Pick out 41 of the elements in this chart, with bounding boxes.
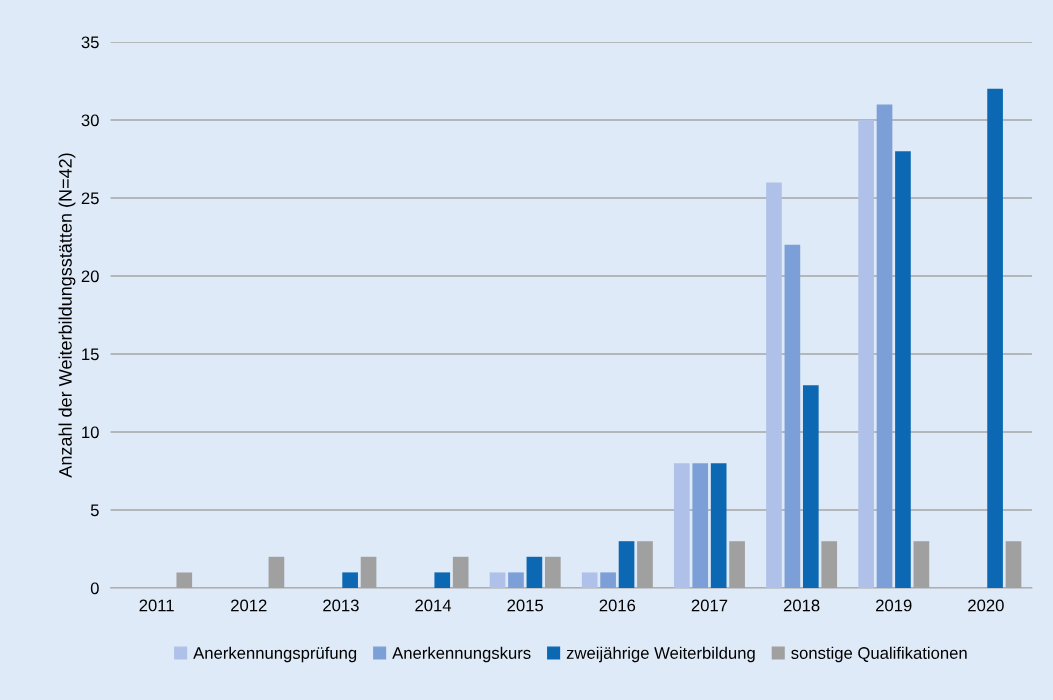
bar xyxy=(673,463,690,588)
bar xyxy=(489,572,506,588)
x-tick-label: 2011 xyxy=(139,599,174,612)
bar xyxy=(342,572,358,588)
bar xyxy=(784,244,801,588)
x-tick-label: 2017 xyxy=(691,599,728,612)
x-tick-label: 2019 xyxy=(876,599,912,612)
bar xyxy=(526,556,543,588)
bar xyxy=(692,463,709,588)
y-tick-label: 0 xyxy=(90,582,99,595)
y-tick-label: 35 xyxy=(81,36,99,49)
y-axis-title: Anzahl der Weiterbildungsstätten (N=42) xyxy=(58,153,76,478)
legend-label: Anerkennungskurs xyxy=(392,646,531,663)
x-tick-label: 2015 xyxy=(507,599,544,612)
x-tick-label: 2013 xyxy=(323,599,359,612)
x-tick-label: 2016 xyxy=(599,599,636,612)
bar xyxy=(987,88,1003,588)
bar xyxy=(600,572,616,588)
y-tick-label: 10 xyxy=(82,426,99,439)
x-tick-label: 2014 xyxy=(415,599,452,612)
legend-label: sonstige Qualifikationen xyxy=(791,646,967,663)
bar xyxy=(434,572,451,588)
bar xyxy=(802,385,819,588)
y-tick-label: 5 xyxy=(90,504,99,517)
bar xyxy=(766,182,782,588)
y-tick-label: 25 xyxy=(81,192,99,205)
bar xyxy=(581,572,598,588)
y-tick-label: 15 xyxy=(82,348,99,361)
bar xyxy=(508,572,524,588)
bar xyxy=(876,104,893,588)
x-tick-label: 2020 xyxy=(968,599,1004,612)
legend-label: Anerkennungsprüfung xyxy=(193,646,357,663)
x-tick-label: 2018 xyxy=(783,599,820,612)
y-tick-label: 30 xyxy=(81,114,99,127)
y-tick-label: 20 xyxy=(81,270,99,283)
bar xyxy=(858,120,874,588)
bar xyxy=(618,541,635,588)
legend-label: zweijährige Weiterbildung xyxy=(566,646,755,663)
x-tick-label: 2012 xyxy=(231,599,267,612)
bar xyxy=(895,151,911,588)
bar xyxy=(710,463,727,588)
